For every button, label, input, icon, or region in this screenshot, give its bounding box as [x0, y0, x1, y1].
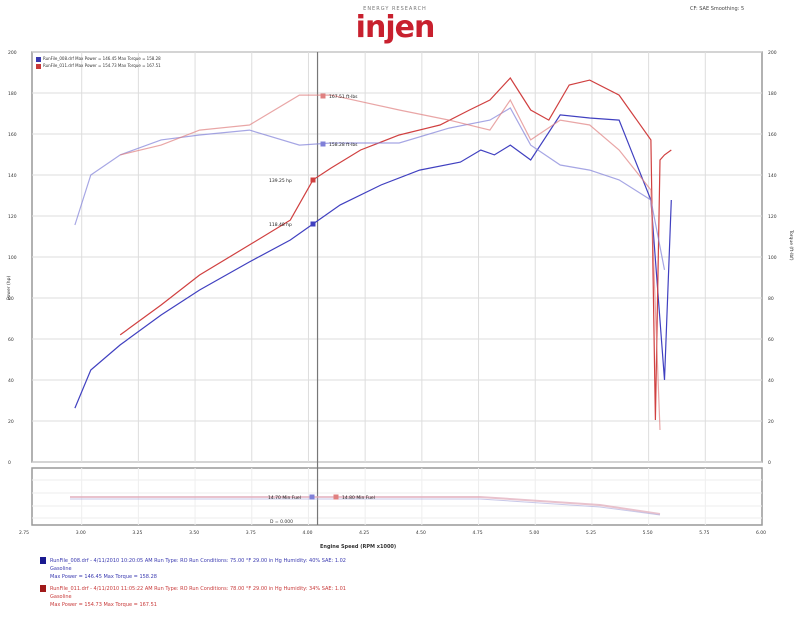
blue-power-point-marker — [310, 221, 316, 227]
y-tick-label: 20 — [8, 419, 14, 425]
blue-torque-peak-label: 158.28 ft-lbs — [329, 142, 358, 148]
x-tick-label: 5.00 — [529, 530, 539, 536]
y2-tick-label: 180 — [768, 91, 777, 97]
x-axis-label: Engine Speed (RPM x1000) — [320, 544, 397, 550]
run-info-line: RunFile_011.drf - 4/11/2010 11:05:22 AM … — [50, 586, 346, 592]
red-power-point-marker — [310, 177, 316, 183]
y-tick-label: 160 — [8, 132, 17, 138]
lower-series-blue — [70, 498, 661, 516]
y2-tick-label: 120 — [768, 214, 777, 220]
y2-tick-label: 200 — [768, 50, 777, 56]
series-line-2 — [74, 107, 666, 271]
y-tick-label: 140 — [8, 173, 17, 179]
legend: RunFile_008.drf Max Power = 146.45 Max T… — [36, 55, 161, 69]
red-min-fuel-marker — [333, 494, 339, 500]
x-tick-label: 2.75 — [19, 530, 29, 536]
run-max: Max Power = 154.73 Max Torque = 167.51 — [50, 602, 157, 608]
x-tick-label: 3.00 — [76, 530, 86, 536]
y-tick-label: 60 — [8, 337, 14, 343]
y2-tick-label: 60 — [768, 337, 774, 343]
injen-logo: ENERGY RESEARCH injen — [345, 6, 445, 50]
y-tick-label: 180 — [8, 91, 17, 97]
legend-item: RunFile_011.drf Max Power = 154.73 Max T… — [36, 62, 161, 69]
blue-torque-peak-marker — [320, 141, 326, 147]
run-fuel: Gasoline — [50, 566, 72, 572]
y-tick-label: 200 — [8, 50, 17, 56]
y2-tick-label: 100 — [768, 255, 777, 261]
y2-tick-label: 0 — [768, 460, 771, 466]
x-tick-label: 4.00 — [302, 530, 312, 536]
y-tick-label: 80 — [8, 296, 14, 302]
run-swatch-blue — [40, 557, 46, 564]
lower-series-red — [70, 496, 661, 515]
red-torque-peak-marker — [320, 93, 326, 99]
run-fuel: Gasoline — [50, 594, 72, 600]
lower-plot-frame — [31, 467, 763, 526]
run-info-red: RunFile_011.drf - 4/11/2010 11:05:22 AM … — [40, 585, 346, 609]
blue-min-fuel-marker — [309, 494, 315, 500]
red-min-fuel-label: 14.80 Min Fuel — [342, 495, 375, 501]
y2-tick-label: 80 — [768, 296, 774, 302]
legend-text: RunFile_011.drf Max Power = 154.73 Max T… — [43, 63, 161, 68]
x-tick-label: 3.75 — [246, 530, 256, 536]
series-line-3 — [120, 94, 661, 431]
y-tick-label: 40 — [8, 378, 14, 384]
x-tick-label: 5.75 — [699, 530, 709, 536]
correction-label: CF: SAE Smoothing: 5 — [690, 6, 745, 12]
logo-text: injen — [355, 10, 436, 45]
y2-tick-label: 20 — [768, 419, 774, 425]
run-swatch-red — [40, 585, 46, 592]
red-torque-peak-label: 167.51 ft-lbs — [329, 94, 358, 100]
x-tick-label: 3.25 — [132, 530, 142, 536]
run-info-blue: RunFile_008.drf - 4/11/2010 10:20:05 AM … — [40, 557, 346, 581]
blue-power-point-label: 118.48 hp — [269, 222, 292, 228]
legend-text: RunFile_008.drf Max Power = 146.45 Max T… — [43, 56, 161, 61]
y-tick-label: 0 — [8, 460, 11, 466]
run-max: Max Power = 146.45 Max Torque = 158.28 — [50, 574, 157, 580]
x-tick-label: 4.50 — [416, 530, 426, 536]
logo-tagline: ENERGY RESEARCH — [363, 6, 427, 12]
blue-min-fuel-label: 14.70 Min Fuel — [268, 495, 301, 501]
y2-axis-label: Torque (ft-lbf) — [788, 229, 794, 261]
red-power-point-label: 139.25 hp — [269, 178, 292, 184]
legend-item: RunFile_008.drf Max Power = 146.45 Max T… — [36, 55, 161, 62]
run-info-line: RunFile_008.drf - 4/11/2010 10:20:05 AM … — [50, 558, 346, 564]
delta-label: D = 0.000 — [270, 519, 293, 525]
legend-swatch-red — [36, 63, 41, 69]
y-tick-label: 100 — [8, 255, 17, 261]
y2-tick-label: 160 — [768, 132, 777, 138]
x-tick-label: 5.25 — [586, 530, 596, 536]
y-tick-label: 120 — [8, 214, 17, 220]
x-tick-label: 5.50 — [643, 530, 653, 536]
x-tick-label: 3.50 — [189, 530, 199, 536]
y2-tick-label: 40 — [768, 378, 774, 384]
legend-swatch-blue — [36, 56, 41, 62]
x-tick-label: 4.25 — [359, 530, 369, 536]
y-axis-label: Power (hp) — [6, 276, 12, 301]
y2-tick-label: 140 — [768, 173, 777, 179]
x-tick-label: 6.00 — [756, 530, 766, 536]
x-tick-label: 4.75 — [473, 530, 483, 536]
series-line-0 — [74, 114, 672, 409]
